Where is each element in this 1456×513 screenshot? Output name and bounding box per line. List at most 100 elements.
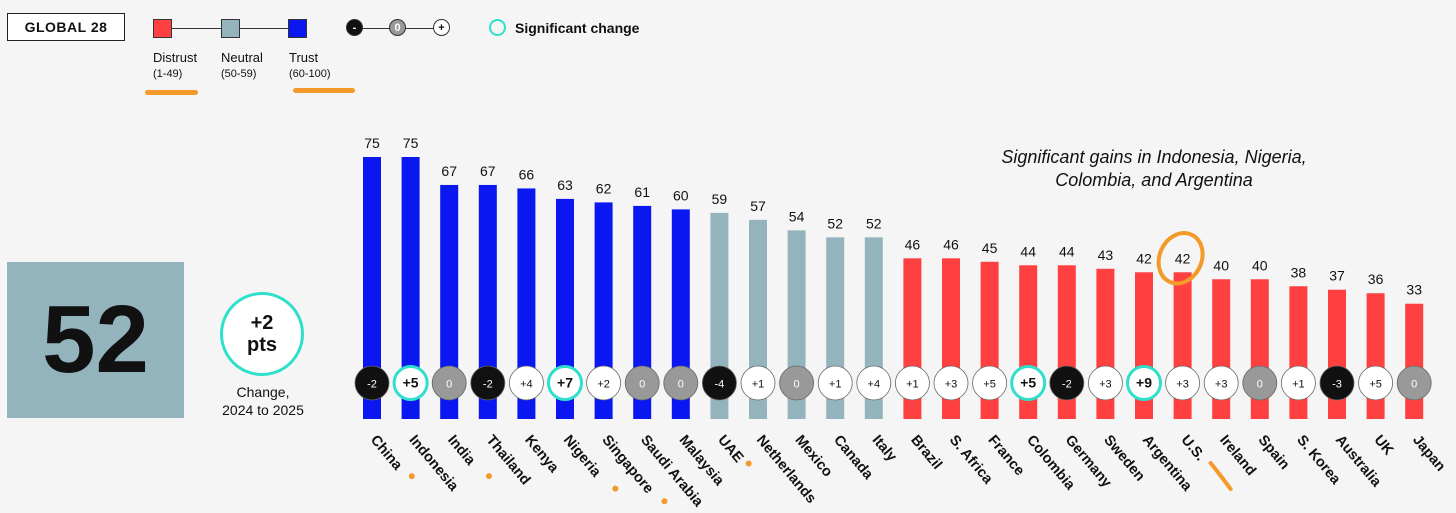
change-label-india: 0 (446, 379, 452, 391)
change-circle-thailand (470, 365, 506, 401)
legend-neutral-label: Neutral (221, 50, 263, 65)
change-circle-sweden (1088, 365, 1123, 401)
value-label-saudi-arabia: 61 (634, 184, 650, 200)
category-label-u-s: U.S. (1178, 432, 1208, 464)
bar-thailand (478, 184, 497, 419)
change-label-mexico: 0 (794, 379, 800, 391)
change-circle-australia (1319, 365, 1355, 401)
change-label-sweden: +3 (1099, 379, 1112, 391)
value-label-thailand: 67 (480, 163, 496, 179)
value-label-colombia: 44 (1020, 243, 1036, 259)
change-positive-dot: + (433, 19, 450, 36)
global-index-box: 52 (7, 262, 184, 418)
value-label-germany: 44 (1059, 243, 1075, 259)
category-label-canada: Canada (830, 432, 877, 483)
legend-distrust-label: Distrust (153, 50, 198, 65)
change-label-canada: +1 (829, 379, 842, 391)
change-circle-france (972, 365, 1007, 401)
value-label-nigeria: 63 (557, 177, 573, 193)
bar-nigeria (556, 198, 574, 419)
change-pts-value: +2 (250, 312, 274, 334)
change-label-argentina: +9 (1136, 375, 1152, 391)
change-label-thailand: -2 (483, 379, 493, 391)
change-circle-colombia (1010, 365, 1047, 401)
chart-annotation: Significant gains in Indonesia, Nigeria,… (965, 146, 1343, 192)
change-label-australia: -3 (1332, 379, 1342, 391)
bar-japan (1405, 303, 1424, 419)
markup-dot-singapore (661, 498, 668, 505)
legend-neutral-swatch (221, 19, 240, 38)
category-label-china: China (367, 432, 406, 474)
legend-distrust: Distrust (1-49) (153, 50, 197, 82)
category-label-brazil: Brazil (907, 432, 945, 473)
change-circle-italy (856, 365, 892, 401)
value-label-malaysia: 60 (673, 187, 689, 203)
change-label-france: +5 (983, 379, 996, 391)
change-circle-netherlands (740, 365, 776, 401)
markup-stroke-u-s (1208, 461, 1233, 491)
category-label-spain: Spain (1255, 432, 1293, 473)
markup-dot-nigeria (612, 485, 619, 492)
markup-dot-india (485, 473, 492, 480)
change-circle-malaysia (663, 365, 699, 401)
change-label-malaysia: 0 (678, 379, 684, 391)
change-label-italy: +4 (868, 379, 881, 391)
bar-singapore (594, 202, 613, 419)
category-label-japan: Japan (1409, 432, 1448, 474)
value-label-indonesia: 75 (403, 135, 419, 151)
change-circle-s-africa (933, 365, 969, 401)
bar-india (440, 184, 459, 419)
change-label-uk: +5 (1369, 379, 1382, 391)
change-circle-nigeria (547, 365, 583, 401)
legend-distrust-range: (1-49) (153, 68, 183, 80)
change-zero-dot: 0 (389, 19, 406, 36)
change-circle-argentina (1126, 365, 1162, 401)
markup-dot-china (408, 473, 415, 480)
change-label-saudi-arabia: 0 (639, 379, 645, 391)
value-label-uk: 36 (1368, 271, 1384, 287)
change-circle-germany (1049, 365, 1085, 401)
change-label-colombia: +5 (1020, 375, 1036, 391)
category-label-italy: Italy (869, 432, 900, 465)
change-caption-line2: 2024 to 2025 (222, 402, 304, 418)
value-label-canada: 52 (827, 215, 843, 231)
change-label-germany: -2 (1062, 379, 1072, 391)
change-label-ireland: +3 (1215, 379, 1228, 391)
change-label-spain: 0 (1257, 379, 1263, 391)
value-label-s-korea: 38 (1291, 264, 1307, 280)
legend-trust-range: (60-100) (289, 68, 331, 80)
value-label-kenya: 66 (519, 166, 535, 182)
change-circle-uk (1358, 365, 1393, 401)
change-label-china: -2 (367, 379, 377, 391)
change-label-netherlands: +1 (752, 379, 765, 391)
change-label-brazil: +1 (906, 379, 919, 391)
category-label-ireland: Ireland (1216, 432, 1259, 479)
value-label-uae: 59 (712, 191, 728, 207)
category-label-uae: UAE (714, 432, 746, 466)
change-circle-u-s (1165, 365, 1200, 401)
change-circle-china (354, 365, 390, 401)
legend-neutral: Neutral (50-59) (221, 50, 263, 82)
change-circle-ireland (1203, 365, 1239, 401)
significant-label: Significant change (515, 20, 640, 36)
annotation-line1: Significant gains in Indonesia, Nigeria, (1001, 147, 1307, 167)
value-label-italy: 52 (866, 215, 882, 231)
change-label-uae: -4 (715, 379, 725, 391)
category-label-nigeria: Nigeria (560, 432, 604, 481)
bar-indonesia (401, 157, 420, 419)
value-label-japan: 33 (1406, 282, 1422, 298)
markup-circle-u-s (1156, 231, 1205, 286)
change-circle-india (431, 365, 467, 401)
bar-kenya (517, 188, 536, 419)
value-label-mexico: 54 (789, 208, 805, 224)
value-label-france: 45 (982, 240, 998, 256)
change-circle-uae (702, 365, 737, 401)
value-label-sweden: 43 (1098, 247, 1114, 263)
value-label-u-s: 42 (1175, 250, 1191, 266)
value-label-brazil: 46 (905, 236, 921, 252)
change-circle-spain (1242, 365, 1278, 401)
significant-ring-icon (489, 19, 506, 36)
change-circle-mexico (779, 365, 814, 401)
value-label-singapore: 62 (596, 180, 612, 196)
